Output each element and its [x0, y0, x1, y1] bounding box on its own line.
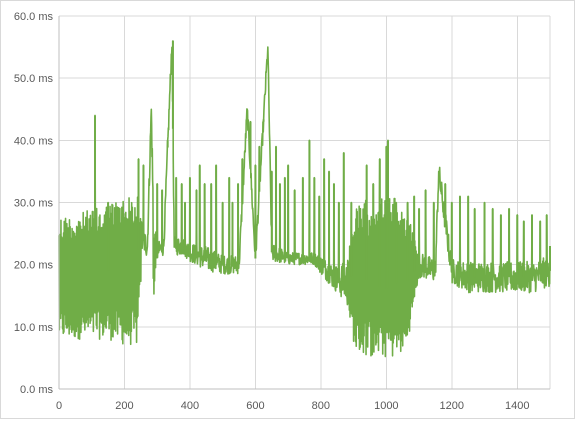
- x-tick-label: 800: [312, 400, 330, 412]
- series-area: [58, 40, 551, 358]
- y-tick-label: 30.0 ms: [14, 198, 54, 210]
- x-tick-label: 400: [181, 400, 199, 412]
- y-tick-label: 10.0 ms: [14, 322, 54, 334]
- y-tick-label: 60.0 ms: [14, 11, 54, 23]
- y-tick-label: 20.0 ms: [14, 260, 54, 272]
- axes: [58, 16, 550, 390]
- x-tick-label: 1000: [374, 400, 398, 412]
- x-tick-label: 600: [246, 400, 264, 412]
- x-tick-label: 1400: [505, 400, 529, 412]
- y-tick-label: 40.0 ms: [14, 135, 54, 147]
- tick-labels: 0.0 ms 10.0 ms 20.0 ms 30.0 ms 40.0 ms 50.0 m…: [14, 11, 530, 412]
- gridlines: [59, 15, 551, 389]
- y-tick-label: 0.0 ms: [20, 384, 54, 396]
- x-tick-label: 1200: [440, 400, 464, 412]
- x-tick-label: 200: [115, 400, 133, 412]
- x-tick-label: 0: [56, 400, 62, 412]
- y-tick-label: 50.0 ms: [14, 73, 54, 85]
- series-line: [58, 40, 551, 358]
